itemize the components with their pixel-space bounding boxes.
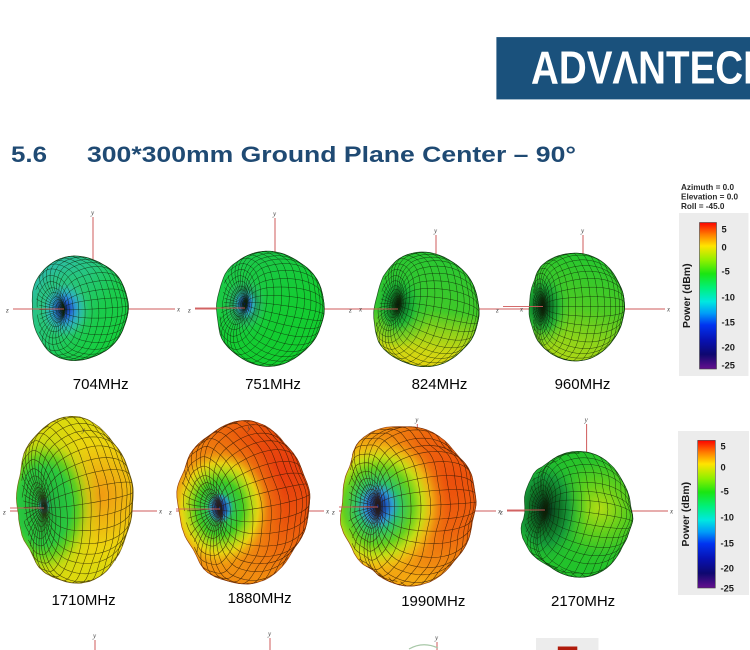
svg-text:Roll = -45.0: Roll = -45.0 xyxy=(681,202,725,211)
svg-text:-15: -15 xyxy=(722,318,735,328)
svg-text:y: y xyxy=(247,424,252,432)
svg-text:x: x xyxy=(669,508,674,516)
svg-text:751MHz: 751MHz xyxy=(245,376,301,393)
svg-text:z: z xyxy=(5,307,9,315)
svg-text:-10: -10 xyxy=(722,293,735,303)
svg-text:x: x xyxy=(176,306,181,314)
svg-text:y: y xyxy=(414,416,419,424)
svg-text:5: 5 xyxy=(721,442,726,452)
svg-text:Power (dBm): Power (dBm) xyxy=(681,263,693,328)
svg-text:1880MHz: 1880MHz xyxy=(227,590,291,607)
svg-text:-10: -10 xyxy=(721,513,734,523)
svg-text:704MHz: 704MHz xyxy=(73,376,129,393)
svg-text:y: y xyxy=(81,426,86,434)
svg-text:y: y xyxy=(584,416,589,424)
svg-text:-25: -25 xyxy=(721,584,734,594)
svg-text:z: z xyxy=(187,307,191,315)
svg-text:y: y xyxy=(90,209,95,217)
svg-text:y: y xyxy=(267,630,272,638)
svg-text:0: 0 xyxy=(721,463,726,473)
svg-text:x: x xyxy=(497,508,502,516)
svg-text:1710MHz: 1710MHz xyxy=(51,592,115,609)
svg-text:5.6: 5.6 xyxy=(11,142,47,167)
svg-text:-20: -20 xyxy=(722,343,735,353)
svg-text:z: z xyxy=(495,307,499,315)
svg-text:Power (dBm): Power (dBm) xyxy=(680,482,692,547)
svg-text:x: x xyxy=(158,508,163,516)
svg-text:-15: -15 xyxy=(721,539,734,549)
svg-text:z: z xyxy=(499,509,503,517)
svg-text:2170MHz: 2170MHz xyxy=(551,593,615,610)
svg-text:x: x xyxy=(666,306,671,314)
svg-text:-20: -20 xyxy=(721,564,734,574)
svg-text:y: y xyxy=(272,210,277,218)
svg-text:z: z xyxy=(2,509,6,517)
svg-text:1990MHz: 1990MHz xyxy=(401,593,465,610)
svg-text:5: 5 xyxy=(722,225,727,235)
svg-text:-25: -25 xyxy=(722,361,735,371)
svg-text:0: 0 xyxy=(722,243,727,253)
svg-text:y: y xyxy=(434,634,439,642)
svg-text:y: y xyxy=(580,227,585,235)
svg-text:y: y xyxy=(433,227,438,235)
svg-text:z: z xyxy=(331,509,335,517)
svg-text:ADVΛNTECH: ADVΛNTECH xyxy=(531,42,750,94)
svg-text:Elevation = 0.0: Elevation = 0.0 xyxy=(681,193,739,202)
svg-text:y: y xyxy=(92,632,97,640)
svg-text:960MHz: 960MHz xyxy=(555,376,611,393)
svg-text:-5: -5 xyxy=(722,267,730,277)
svg-text:x: x xyxy=(325,508,330,516)
svg-text:z: z xyxy=(348,307,352,315)
svg-text:-5: -5 xyxy=(721,487,729,497)
svg-text:x: x xyxy=(519,306,524,314)
svg-text:824MHz: 824MHz xyxy=(412,376,468,393)
svg-text:x: x xyxy=(358,306,363,314)
svg-text:300*300mm Ground Plane Center: 300*300mm Ground Plane Center – 90° xyxy=(87,142,576,167)
svg-text:z: z xyxy=(168,509,172,517)
svg-text:Azimuth = 0.0: Azimuth = 0.0 xyxy=(681,183,734,192)
